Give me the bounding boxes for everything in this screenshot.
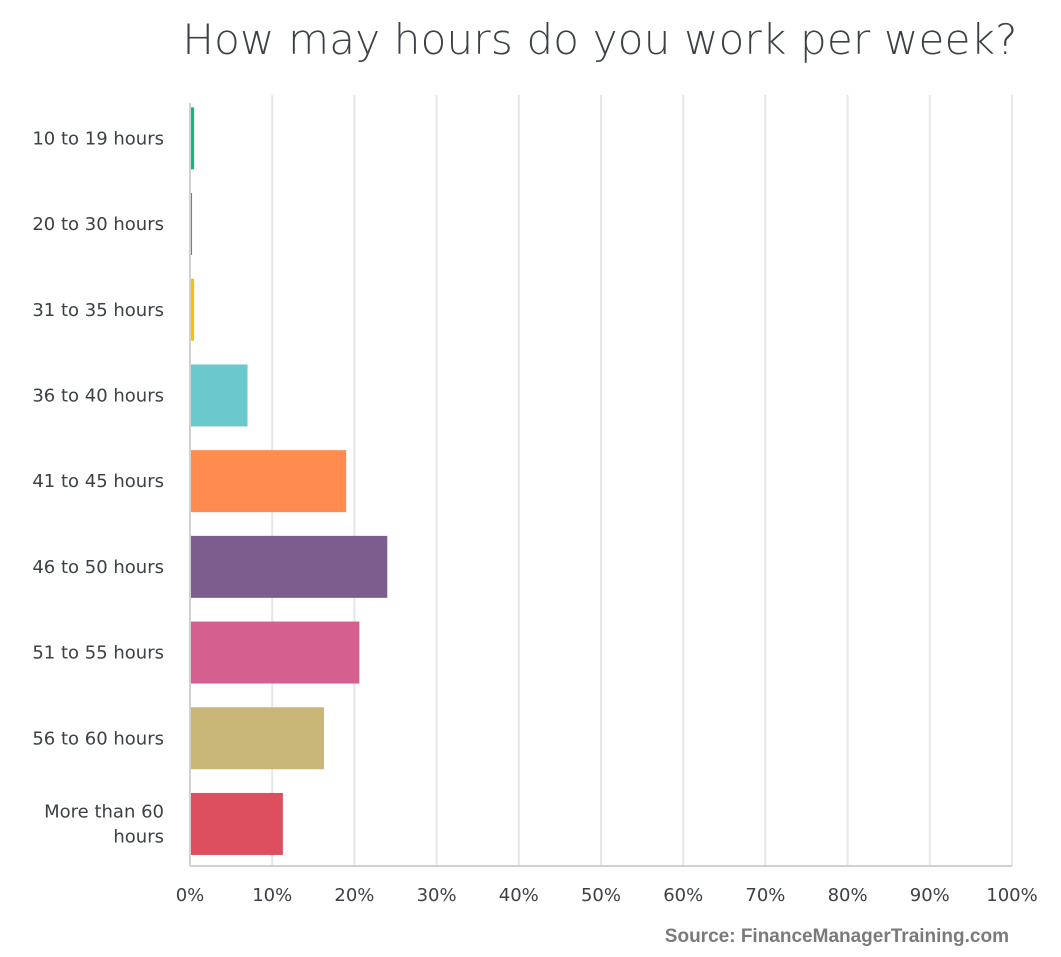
category-label: 36 to 40 hours [32,385,164,406]
bar [190,107,195,170]
category-label: 20 to 30 hours [32,214,164,235]
x-tick-label: 20% [334,885,374,906]
category-label: 51 to 55 hours [32,643,164,664]
category-label: 10 to 19 hours [32,128,164,149]
x-tick-label: 30% [417,885,457,906]
x-tick-label: 80% [828,885,868,906]
bar [190,278,195,341]
x-tick-label: 0% [176,885,205,906]
x-tick-label: 50% [581,885,621,906]
bar [190,792,283,855]
x-tick-label: 10% [252,885,292,906]
category-label: 56 to 60 hours [32,728,164,749]
grid-lines [271,95,1013,866]
bar [190,450,347,513]
x-tick-label: 90% [910,885,950,906]
x-tick-labels: 0% 10% 20% 30% 40% 50% 60% 70% 80% 90% 100% [176,885,1038,906]
bar [190,535,388,598]
axes [189,103,1012,867]
category-label: 31 to 35 hours [32,300,164,321]
x-tick-label: 60% [663,885,703,906]
x-tick-label: 70% [745,885,785,906]
bar [190,193,193,256]
x-tick-label: 40% [499,885,539,906]
x-tick-label: 100% [986,885,1037,906]
category-label: 46 to 50 hours [32,557,164,578]
bar [190,707,324,770]
chart-title: How may hours do you work per week? [182,15,1018,64]
category-labels: 10 to 19 hours 20 to 30 hours 31 to 35 hou… [32,128,164,847]
bars [190,107,388,855]
source-note: Source: FinanceManagerTraining.com [664,926,1009,947]
category-label: 41 to 45 hours [32,471,164,492]
bar [190,364,248,427]
bar [190,621,360,684]
category-label: More than 60 hours [44,801,164,847]
